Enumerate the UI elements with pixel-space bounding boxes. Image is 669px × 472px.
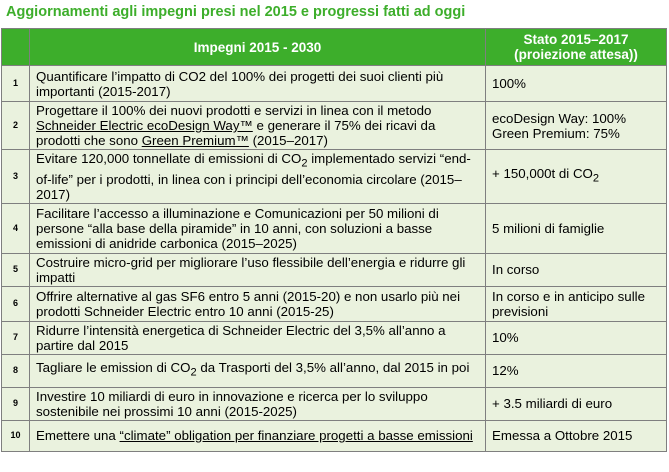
commitment-segment: “climate” obligation per finanziare prog… (119, 428, 473, 444)
header-stato-line1: Stato 2015–2017 (523, 32, 629, 47)
status-line: 100% (492, 76, 527, 91)
status-text: In corso (485, 252, 667, 287)
status-text: 100% (485, 65, 667, 102)
commitment-text: Evitare 120,000 tonnellate di emissioni … (29, 149, 486, 204)
commitment-text: Offrire alternative al gas SF6 entro 5 a… (29, 285, 486, 322)
table-header-row: Impegni 2015 - 2030 Stato 2015–2017 (pro… (1, 28, 667, 66)
table-row: 2 Progettare il 100% dei nuovi prodotti e… (1, 101, 667, 150)
commitment-text: Emettere una “climate” obligation per fi… (29, 419, 486, 452)
commitment-segment: Progettare il 100% dei nuovi prodotti e … (36, 103, 432, 118)
status-text: 10% (485, 320, 667, 355)
row-number: 4 (1, 202, 30, 254)
header-stato-line2: (proiezione attesa)) (514, 47, 638, 62)
commitment-segment: da Trasporti del 3,5% all’anno, dal 2015… (196, 360, 470, 376)
status-segment: + 150,000t di CO (492, 166, 593, 181)
commitment-text: Costruire micro-grid per migliorare l’us… (29, 252, 486, 287)
commitment-text: Facilitare l’accesso a illuminazione e C… (29, 202, 486, 254)
commitments-table: Impegni 2015 - 2030 Stato 2015–2017 (pro… (1, 28, 667, 452)
row-number: 9 (1, 386, 30, 421)
commitment-segment: e generare il 75% dei ricavi da prodotti… (36, 118, 436, 148)
header-impegni: Impegni 2015 - 2030 (29, 28, 486, 66)
row-number: 3 (1, 149, 30, 204)
status-text: 5 milioni di famiglie (485, 202, 667, 254)
commitment-segment: Ridurre l’intensità energetica di Schnei… (36, 322, 446, 353)
table-row: 1 Quantificare l’impatto di CO2 del 100% … (1, 65, 667, 102)
status-text: + 150,000t di CO2 (485, 149, 667, 204)
status-text: + 3.5 miliardi di euro (485, 386, 667, 421)
status-text: In corso e in anticipo sulle previsioni (485, 285, 667, 322)
table-row: 5 Costruire micro-grid per migliorare l’u… (1, 252, 667, 287)
row-number: 8 (1, 353, 30, 388)
table-row: 4 Facilitare l’accesso a illuminazione e … (1, 202, 667, 254)
commitment-segment: Schneider Electric ecoDesign Way™ (36, 118, 253, 133)
commitment-segment: Emettere una (36, 428, 120, 444)
row-number: 2 (1, 101, 30, 150)
table-row: 3 Evitare 120,000 tonnellate di emissioni… (1, 149, 667, 204)
status-line: 5 milioni di famiglie (492, 220, 605, 236)
commitment-segment: (2015–2017) (248, 133, 328, 148)
commitment-text: Tagliare le emission di CO2 da Trasporti… (29, 353, 486, 388)
page-title: Aggiornamenti agli impegni presi nel 201… (6, 4, 466, 20)
status-text: 12% (485, 353, 667, 388)
status-line: Green Premium: 75% (492, 125, 620, 141)
commitment-segment: Costruire micro-grid per migliorare l’us… (36, 254, 466, 285)
subscript: 2 (592, 172, 600, 185)
row-number: 5 (1, 252, 30, 287)
commitment-segment: Offrire alternative al gas SF6 entro 5 a… (36, 288, 461, 319)
row-number: 1 (1, 65, 30, 102)
status-line: 10% (492, 330, 519, 346)
row-number: 10 (1, 419, 30, 452)
commitment-text: Progettare il 100% dei nuovi prodotti e … (29, 101, 486, 150)
status-text: ecoDesign Way: 100% Green Premium: 75% (485, 101, 667, 150)
row-number: 6 (1, 285, 30, 322)
subscript: 2 (190, 366, 197, 379)
table-row: 10 Emettere una “climate” obligation per … (1, 419, 667, 452)
table-row: 7 Ridurre l’intensità energetica di Schne… (1, 320, 667, 355)
commitment-segment: Quantificare l’impatto di CO2 del 100% d… (36, 68, 444, 99)
table-row: 9 Investire 10 miliardi di euro in innova… (1, 386, 667, 421)
status-line: Emessa a Ottobre 2015 (492, 428, 633, 444)
status-line: ecoDesign Way: 100% (492, 110, 627, 126)
commitment-segment: Green Premium™ (141, 133, 249, 148)
table-body: 1 Quantificare l’impatto di CO2 del 100% … (1, 65, 667, 452)
commitment-text: Investire 10 miliardi di euro in innovaz… (29, 386, 486, 421)
commitment-segment: implementado servizi “end-of-life” per i… (36, 151, 471, 202)
table-row: 8 Tagliare le emission di CO2 da Trasport… (1, 353, 667, 388)
status-line: In corso e in anticipo sulle previsioni (492, 288, 645, 319)
header-stato: Stato 2015–2017 (proiezione attesa)) (485, 28, 667, 66)
status-text: Emessa a Ottobre 2015 (485, 419, 667, 452)
status-line: + 3.5 miliardi di euro (492, 396, 613, 412)
commitment-text: Quantificare l’impatto di CO2 del 100% d… (29, 65, 486, 102)
header-number (1, 28, 30, 66)
status-line: 12% (492, 363, 519, 379)
commitment-segment: Facilitare l’accesso a illuminazione e C… (36, 205, 439, 251)
commitment-segment: Tagliare le emission di CO (36, 360, 191, 376)
commitment-segment: Evitare 120,000 tonnellate di emissioni … (36, 151, 302, 166)
status-line: In corso (492, 262, 540, 278)
subscript: 2 (301, 157, 308, 170)
row-number: 7 (1, 320, 30, 355)
table-row: 6 Offrire alternative al gas SF6 entro 5 … (1, 285, 667, 322)
commitment-segment: Investire 10 miliardi di euro in innovaz… (36, 388, 428, 419)
commitment-text: Ridurre l’intensità energetica di Schnei… (29, 320, 486, 355)
